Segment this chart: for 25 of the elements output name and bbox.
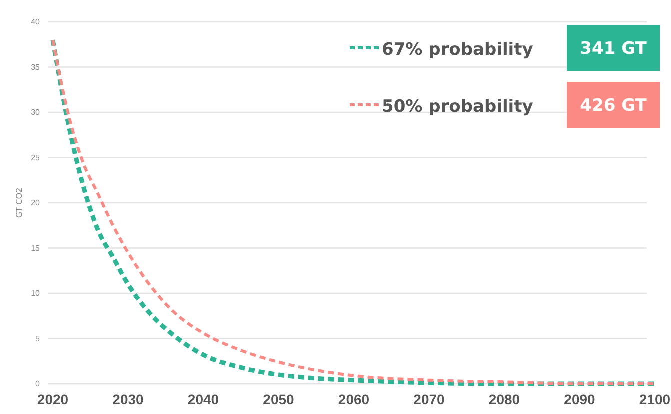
y-tick-label: 20 <box>31 198 41 208</box>
annotation: 341 GT <box>580 39 648 59</box>
y-tick-label: 0 <box>36 380 41 389</box>
annotation: 426 GT <box>580 96 648 116</box>
x-tick-label: 2070 <box>414 392 446 408</box>
y-tick-label: 10 <box>31 289 41 298</box>
x-tick-label: 2060 <box>338 392 370 408</box>
label-badge: 426 GT <box>567 82 660 128</box>
x-tick-label: 2080 <box>488 392 520 408</box>
y-tick-label: 40 <box>31 18 41 27</box>
x-tick-label: 2040 <box>188 392 220 408</box>
label-badge: 341 GT <box>567 25 660 71</box>
x-tick-label: 2100 <box>639 392 671 408</box>
x-tick-label: 2050 <box>263 392 295 408</box>
y-tick-label: 5 <box>36 334 41 344</box>
y-tick-label: 35 <box>31 62 41 72</box>
y-tick-label: 15 <box>31 244 41 253</box>
y-axis-title: GT CO2 <box>15 188 24 218</box>
x-tick-label: 2030 <box>112 392 144 408</box>
legend-label: 50% probability <box>382 97 534 117</box>
legend-label: 67% probability <box>382 40 534 60</box>
y-tick-label: 30 <box>31 108 41 118</box>
x-tick-label: 2020 <box>37 392 69 408</box>
y-tick-label: 25 <box>31 153 41 162</box>
x-tick-label: 2090 <box>564 392 596 408</box>
